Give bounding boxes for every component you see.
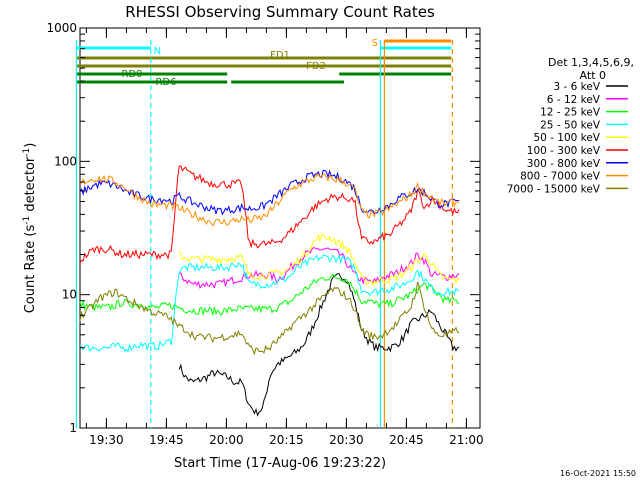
y-tick-label: 100 bbox=[54, 154, 77, 168]
x-tick-label: 20:00 bbox=[209, 433, 244, 447]
series-lines bbox=[79, 165, 460, 417]
x-tick-label: 20:30 bbox=[329, 433, 364, 447]
series-line bbox=[79, 254, 460, 353]
series-line bbox=[79, 281, 460, 356]
status-label-fd2: FD2 bbox=[306, 61, 326, 72]
series-line bbox=[79, 273, 460, 317]
y-tick-label: 1000 bbox=[46, 21, 77, 35]
series-line bbox=[79, 173, 460, 227]
plot-area: N S FD1 FD2 RD0 RD6 19:30 19:45 20:00 20:15 20:30… bbox=[46, 21, 483, 447]
status-label-fd1: FD1 bbox=[270, 50, 290, 61]
legend-label: 7000 - 15000 keV bbox=[507, 183, 601, 195]
x-tick-label: 21:00 bbox=[449, 433, 484, 447]
status-label-rd6: RD6 bbox=[155, 77, 176, 88]
mode-change-lines bbox=[75, 40, 453, 428]
legend-label: 100 - 300 keV bbox=[527, 145, 601, 157]
y-axis-label-part2: detector bbox=[23, 156, 38, 216]
y-axis-label-part1: Count Rate (s bbox=[23, 225, 38, 314]
chart-title: RHESSI Observing Summary Count Rates bbox=[125, 3, 435, 21]
x-axis-ticks: 19:30 19:45 20:00 20:15 20:30 20:45 21:00 bbox=[85, 28, 484, 447]
status-label-n: N bbox=[154, 46, 161, 57]
y-axis-label-part3: ) bbox=[23, 143, 38, 148]
series-line bbox=[79, 165, 460, 264]
legend-label: 800 - 7000 keV bbox=[520, 171, 601, 183]
series-line bbox=[178, 233, 460, 286]
status-label-s: S bbox=[372, 38, 378, 49]
y-axis-label-sup2: -1 bbox=[22, 148, 32, 157]
status-label-rd0: RD0 bbox=[121, 69, 142, 80]
y-axis-label-sup1: -1 bbox=[22, 216, 32, 225]
legend-label: 300 - 800 keV bbox=[527, 158, 601, 170]
y-axis-label: Count Rate (s-1 detector-1) bbox=[22, 143, 38, 314]
x-tick-label: 19:45 bbox=[149, 433, 184, 447]
status-bars: N S FD1 FD2 RD0 RD6 bbox=[76, 38, 452, 88]
legend-label: 25 - 50 keV bbox=[540, 119, 601, 131]
x-tick-label: 20:45 bbox=[389, 433, 424, 447]
legend-label: 3 - 6 keV bbox=[553, 81, 600, 93]
plot-frame bbox=[79, 27, 481, 429]
y-tick-label: 10 bbox=[62, 288, 77, 302]
legend-label: 50 - 100 keV bbox=[533, 132, 600, 144]
series-line bbox=[179, 246, 460, 290]
x-axis-label: Start Time (17-Aug-06 19:23:22) bbox=[174, 456, 386, 471]
legend-header-line2: Att 0 bbox=[580, 69, 606, 82]
timestamp: 16-Oct-2021 15:50 bbox=[560, 469, 636, 478]
series-line bbox=[178, 273, 460, 417]
y-axis-ticks: 1 10 100 1000 bbox=[46, 21, 480, 435]
y-tick-label: 1 bbox=[69, 421, 77, 435]
legend-label: 12 - 25 keV bbox=[540, 107, 601, 119]
legend-header-line1: Det 1,3,4,5,6,9, bbox=[548, 56, 634, 69]
x-tick-label: 20:15 bbox=[269, 433, 304, 447]
x-tick-label: 19:30 bbox=[89, 433, 124, 447]
series-line bbox=[79, 169, 460, 216]
legend-label: 6 - 12 keV bbox=[547, 94, 601, 106]
